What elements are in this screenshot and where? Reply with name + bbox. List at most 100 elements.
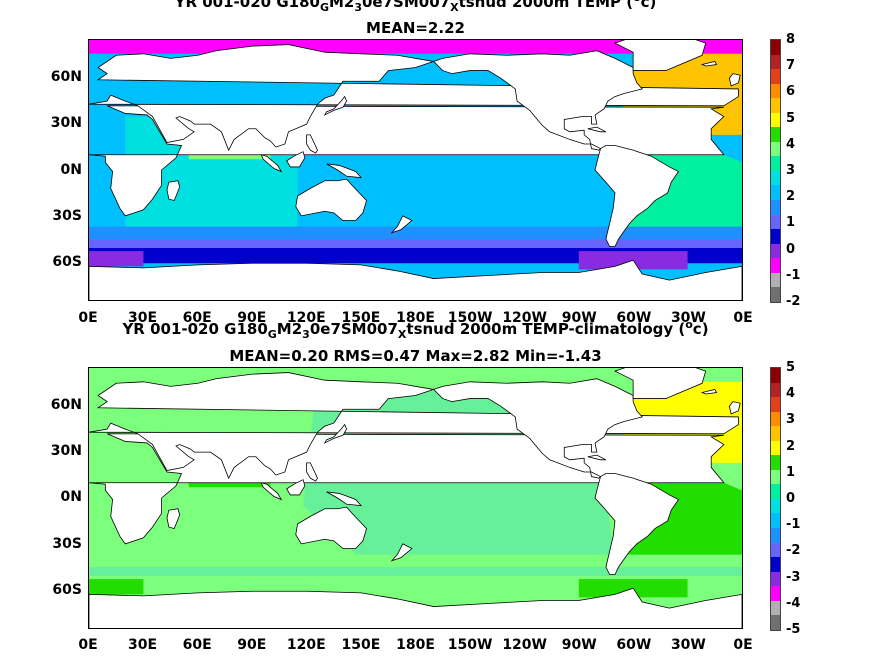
- land-philippines: [306, 134, 318, 154]
- lon-label: 90W: [561, 310, 597, 326]
- land-northamerica: [432, 378, 643, 479]
- lon-label: 180E: [396, 310, 435, 326]
- panel1-title: YR 001-020 G180GM230e7SM007Xtsnud 2000m …: [174, 0, 657, 14]
- panel1-lat-label: 60N: [50, 69, 82, 85]
- panel2-stats: MEAN=0.20 RMS=0.47 Max=2.82 Min=-1.43: [229, 347, 602, 365]
- colorbar-segment: [771, 586, 780, 601]
- colorbar-label: 4: [786, 136, 796, 152]
- panel1-lat-label: 0N: [60, 162, 82, 178]
- colorbar-label: 3: [786, 163, 796, 178]
- colorbar-segment: [771, 83, 780, 99]
- colorbar-segment: [771, 469, 780, 485]
- colorbar-segment: [771, 214, 780, 230]
- colorbar-segment: [771, 272, 780, 288]
- lon-label: 120W: [502, 310, 547, 326]
- land-britain: [728, 401, 741, 415]
- colorbar-label: -1: [786, 267, 801, 283]
- southern-pocket: [89, 251, 144, 267]
- panel1-lat-label: 60S: [52, 254, 82, 270]
- colorbar-segment: [771, 498, 780, 514]
- land-australia: [295, 506, 367, 549]
- land-iceland: [700, 388, 718, 395]
- colorbar-segment: [771, 615, 780, 630]
- lon-label: 90E: [237, 310, 267, 326]
- colorbar-label: 1: [786, 464, 796, 480]
- land-australia: [295, 178, 367, 221]
- lon-label: 120W: [502, 637, 547, 653]
- lon-label: 30E: [128, 637, 158, 653]
- panel2-title: YR 001-020 G180GM230e7SM007Xtsnud 2000m …: [122, 318, 709, 341]
- colorbar-segment: [771, 484, 780, 499]
- colorbar-segment: [771, 600, 780, 616]
- panel1-map: [88, 39, 743, 301]
- land-antarctica: [89, 587, 742, 628]
- colorbar-segment: [771, 528, 780, 543]
- lon-label: 90W: [561, 637, 597, 653]
- lon-label: 30W: [670, 637, 706, 653]
- land-eurasia: [89, 44, 739, 152]
- colorbar-segment: [771, 229, 780, 244]
- colorbar-segment: [771, 170, 780, 186]
- panel2-colorbar: [770, 367, 781, 631]
- lon-label: 30W: [670, 310, 706, 326]
- colorbar-segment: [771, 571, 780, 587]
- lon-label: 150W: [447, 637, 493, 653]
- colorbar-label: -3: [786, 569, 801, 585]
- lon-label: 0E: [78, 637, 98, 653]
- colorbar-segment: [771, 426, 780, 441]
- panel2-lat-label: 30N: [50, 443, 82, 459]
- lon-label: 0E: [78, 310, 98, 326]
- colorbar-segment: [771, 185, 780, 201]
- land-newzealand: [390, 543, 413, 562]
- land-antarctica: [89, 259, 742, 300]
- colorbar-label: 0: [786, 241, 796, 257]
- colorbar-label: 8: [786, 32, 796, 47]
- colorbar-segment: [771, 69, 780, 84]
- colorbar-label: 4: [786, 386, 796, 402]
- panel1-colorbar: [770, 39, 781, 303]
- lon-label: 60W: [616, 310, 652, 326]
- panel1-stats: MEAN=2.22: [366, 19, 465, 37]
- southern-ocean-band: [89, 238, 742, 248]
- lon-label: 150E: [341, 637, 381, 653]
- colorbar-segment: [771, 368, 780, 383]
- colorbar-segment: [771, 156, 780, 171]
- colorbar-segment: [771, 397, 780, 412]
- colorbar-label: 7: [786, 58, 796, 74]
- colorbar-segment: [771, 557, 780, 572]
- land-iceland: [700, 60, 718, 67]
- colorbar-segment: [771, 382, 780, 398]
- land-britain: [728, 73, 741, 87]
- southern-ocean-band: [89, 566, 742, 576]
- land-cuba: [587, 454, 607, 461]
- land-cuba: [587, 126, 607, 133]
- land-eurasia: [89, 372, 739, 480]
- colorbar-segment: [771, 287, 780, 302]
- land-newguinea: [326, 163, 363, 179]
- map-svg: [89, 40, 742, 300]
- colorbar-label: 1: [786, 215, 796, 231]
- colorbar-segment: [771, 440, 780, 456]
- colorbar-label: 0: [786, 491, 796, 506]
- southern-ocean-band: [89, 248, 742, 264]
- panel2-map: [88, 367, 743, 629]
- panel1-lat-label: 30N: [50, 115, 82, 131]
- colorbar-segment: [771, 54, 780, 70]
- colorbar-label: 6: [786, 84, 796, 100]
- colorbar-label: 5: [786, 360, 796, 375]
- land-borneo: [286, 479, 306, 496]
- land-greenland: [613, 40, 707, 71]
- land-southamerica: [594, 473, 680, 575]
- land-northamerica: [432, 50, 643, 151]
- colorbar-segment: [771, 243, 780, 259]
- colorbar-segment: [771, 127, 780, 142]
- colorbar-label: -2: [786, 294, 801, 309]
- land-madagascar: [166, 180, 181, 202]
- southern-pocket: [89, 579, 144, 595]
- lon-label: 180E: [396, 637, 435, 653]
- panel2-lat-label: 30S: [52, 536, 82, 552]
- land-greenland: [613, 368, 707, 399]
- colorbar-label: -2: [786, 543, 801, 559]
- lon-label: 120E: [286, 310, 326, 326]
- lon-label: 150E: [341, 310, 381, 326]
